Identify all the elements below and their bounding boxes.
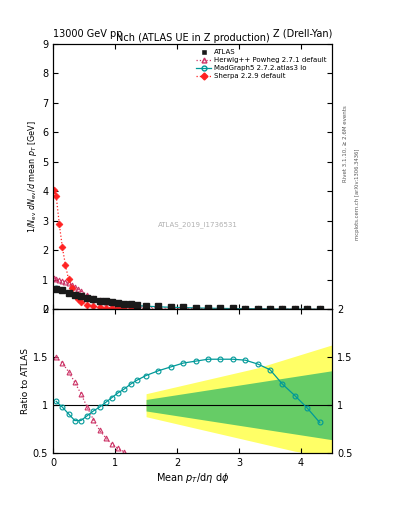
- X-axis label: Mean $p_T$/d$\eta$ d$\phi$: Mean $p_T$/d$\eta$ d$\phi$: [156, 471, 229, 485]
- Y-axis label: Ratio to ATLAS: Ratio to ATLAS: [21, 348, 30, 414]
- Text: ATLAS_2019_I1736531: ATLAS_2019_I1736531: [158, 221, 238, 228]
- Text: mcplots.cern.ch [arXiv:1306.3436]: mcplots.cern.ch [arXiv:1306.3436]: [355, 149, 360, 240]
- Legend: ATLAS, Herwig++ Powheg 2.7.1 default, MadGraph5 2.7.2.atlas3 lo, Sherpa 2.2.9 de: ATLAS, Herwig++ Powheg 2.7.1 default, Ma…: [194, 47, 329, 81]
- Text: 13000 GeV pp: 13000 GeV pp: [53, 29, 123, 39]
- Text: Rivet 3.1.10, ≥ 2.6M events: Rivet 3.1.10, ≥ 2.6M events: [343, 105, 348, 182]
- Text: Z (Drell-Yan): Z (Drell-Yan): [273, 29, 332, 39]
- Y-axis label: $1/N_\mathrm{ev}\ dN_\mathrm{ev}/d\ \mathrm{mean}\ p_T\ [\mathrm{GeV}]$: $1/N_\mathrm{ev}\ dN_\mathrm{ev}/d\ \mat…: [26, 120, 39, 233]
- Title: Nch (ATLAS UE in Z production): Nch (ATLAS UE in Z production): [116, 33, 270, 42]
